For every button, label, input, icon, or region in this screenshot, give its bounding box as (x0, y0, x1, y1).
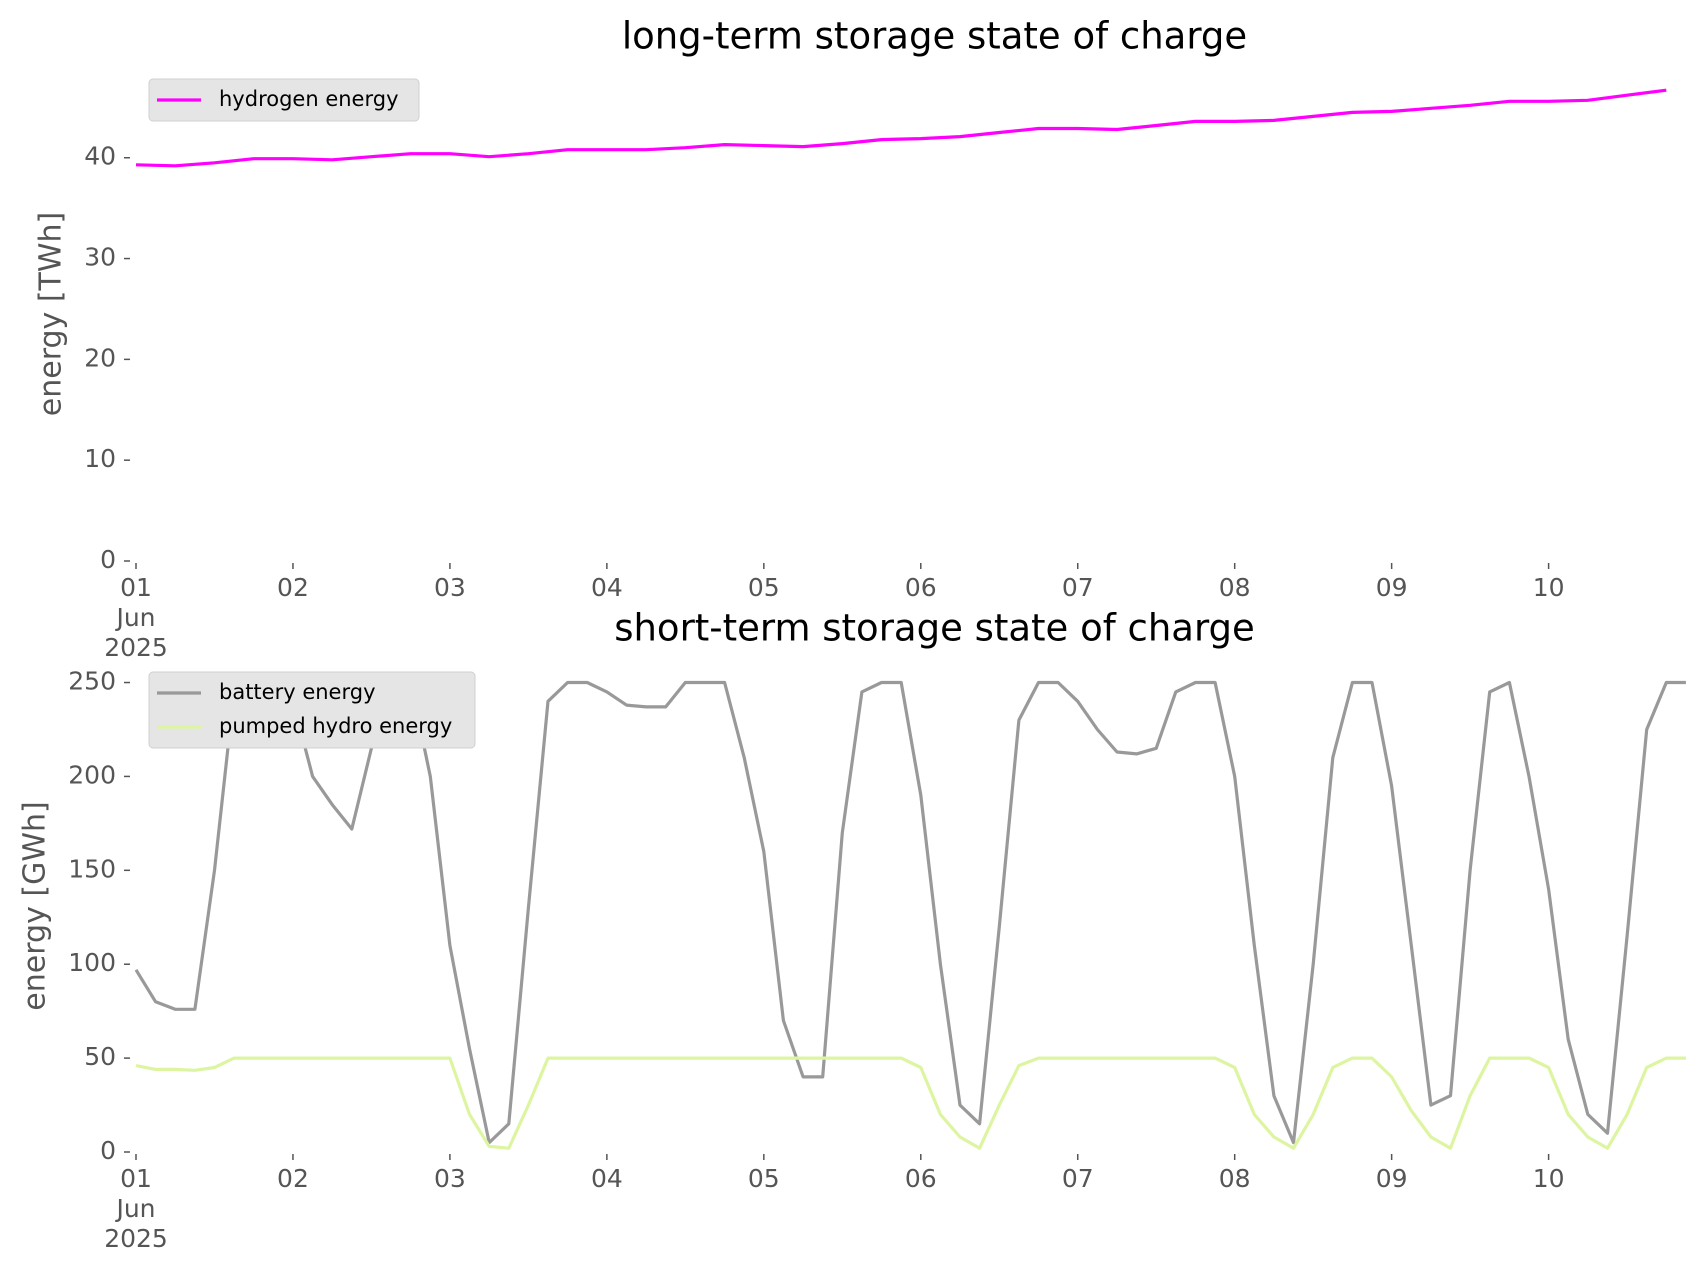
chart-title: short-term storage state of charge (614, 607, 1255, 650)
y-tick-label: 10 (84, 444, 116, 473)
x-tick-label: 10 (1533, 1164, 1565, 1193)
legend: battery energy pumped hydro energy (148, 671, 476, 749)
series-line (135, 1056, 1686, 1150)
y-tick-label: 100 (68, 948, 116, 977)
x-tick-label: 04 (591, 573, 623, 602)
chart-title: long-term storage state of charge (622, 15, 1247, 58)
y-tick-label: 200 (68, 760, 116, 789)
legend-label: pumped hydro energy (219, 714, 452, 738)
series-line (135, 88, 1667, 168)
x-tick-label: 08 (1219, 573, 1251, 602)
x-tick-label: 05 (748, 1164, 780, 1193)
x-tick-label: 03 (434, 1164, 466, 1193)
legend-label: battery energy (219, 680, 376, 704)
legend-label: hydrogen energy (219, 87, 399, 111)
x-tick-label: 03 (434, 573, 466, 602)
x-tick-label: 09 (1376, 573, 1408, 602)
y-tick-label: 250 (68, 667, 116, 696)
y-tick-label: 0 (100, 545, 116, 574)
x-tick-label: 10 (1533, 573, 1565, 602)
x-tick-label: 04 (591, 1164, 623, 1193)
x-tick-label: 01 Jun 2025 (104, 1164, 168, 1253)
x-tick-label: 08 (1219, 1164, 1251, 1193)
y-tick-label: 150 (68, 854, 116, 883)
x-tick-label: 06 (905, 1164, 937, 1193)
x-tick-label: 02 (277, 573, 309, 602)
x-tick-label: 05 (748, 573, 780, 602)
legend-box (148, 78, 420, 122)
y-tick-label: 50 (84, 1042, 116, 1071)
y-axis-label: energy [GWh] (18, 801, 53, 1010)
y-tick-label: 0 (100, 1136, 116, 1165)
x-tick-label: 06 (905, 573, 937, 602)
y-tick-label: 30 (84, 243, 116, 272)
legend-box (148, 671, 476, 749)
series-line (134, 680, 1686, 1145)
y-axis-label: energy [TWh] (34, 212, 69, 416)
x-tick-label: 09 (1376, 1164, 1408, 1193)
legend: hydrogen energy (148, 78, 420, 122)
y-tick-label: 40 (84, 142, 116, 171)
x-tick-label: 01 Jun 2025 (104, 573, 168, 662)
y-tick-label: 20 (84, 343, 116, 372)
x-tick-label: 02 (277, 1164, 309, 1193)
x-tick-label: 07 (1062, 1164, 1094, 1193)
x-tick-label: 07 (1062, 573, 1094, 602)
